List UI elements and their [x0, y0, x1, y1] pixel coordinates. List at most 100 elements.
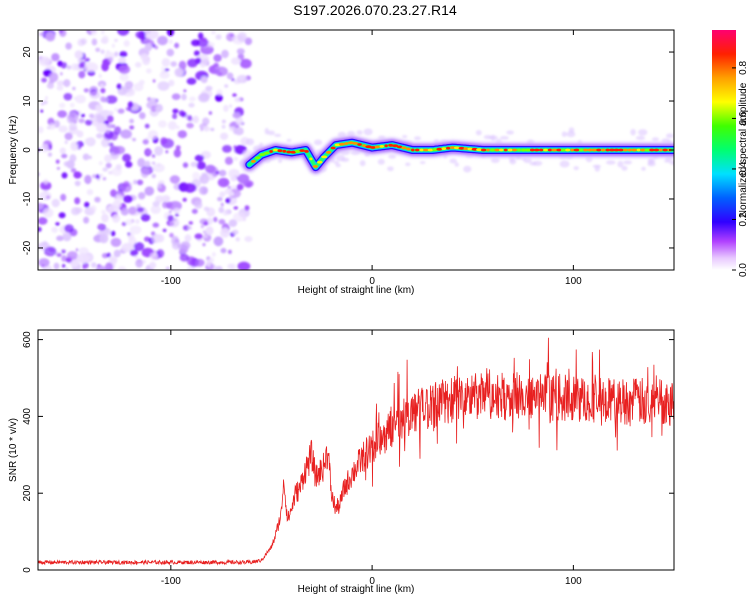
faint-speck: [313, 139, 323, 146]
signal-hotspot: [556, 148, 562, 152]
noise-speck: [234, 97, 241, 103]
signal-hotspot: [330, 146, 336, 150]
noise-speck: [133, 179, 138, 185]
signal-hotspot: [570, 148, 575, 152]
noise-speck: [61, 153, 68, 159]
signal-hotspot: [254, 156, 261, 160]
faint-speck: [647, 158, 656, 164]
noise-speck: [167, 215, 174, 222]
signal-hotspot: [384, 144, 388, 148]
noise-speck: [119, 51, 128, 58]
noise-speck: [232, 93, 237, 97]
y-tick-label: 10: [22, 95, 33, 107]
noise-speck: [137, 157, 146, 168]
noise-speck: [83, 88, 89, 93]
signal-hotspot: [489, 148, 496, 152]
noise-speck: [202, 243, 206, 247]
faint-speck: [617, 160, 624, 168]
noise-speck: [173, 207, 181, 214]
noise-speck: [69, 102, 75, 108]
noise-speck: [222, 145, 232, 153]
noise-speck: [56, 166, 61, 170]
noise-speck: [157, 183, 162, 188]
signal-hotspot: [596, 148, 602, 152]
snr-y-axis-label: SNR (10 * v/v): [8, 418, 19, 482]
noise-speckle: [38, 30, 254, 270]
noise-speck: [129, 118, 135, 124]
noise-speck: [95, 265, 107, 270]
noise-speck: [186, 77, 197, 85]
noise-speck: [59, 30, 67, 37]
faint-speck: [402, 135, 408, 139]
noise-speck: [187, 58, 198, 68]
noise-speck: [78, 247, 89, 256]
faint-speck: [568, 127, 575, 134]
noise-speck: [38, 217, 48, 225]
noise-speck: [63, 79, 71, 88]
noise-speck: [66, 160, 75, 169]
faint-speck: [666, 133, 674, 139]
signal-hotspot: [644, 148, 651, 152]
noise-speck: [40, 143, 50, 153]
signal-hotspot: [591, 148, 598, 152]
signal-hotspot: [396, 145, 403, 149]
signal-hotspot: [486, 148, 490, 152]
faint-speck: [605, 160, 616, 165]
noise-speck: [80, 38, 87, 45]
noise-speck: [192, 171, 200, 181]
noise-speck: [38, 202, 43, 209]
noise-speck: [215, 94, 223, 102]
signal-hotspot: [623, 148, 628, 152]
signal-hotspot: [480, 148, 487, 152]
noise-speck: [61, 255, 67, 262]
noise-speck: [60, 72, 63, 76]
noise-speck: [101, 30, 105, 35]
noise-speck: [232, 212, 246, 222]
noise-speck: [152, 222, 160, 228]
noise-speck: [211, 252, 216, 257]
noise-speck: [39, 32, 45, 36]
noise-speck: [165, 150, 169, 154]
noise-speck: [188, 102, 195, 108]
noise-speck: [207, 263, 217, 270]
noise-speck: [53, 262, 60, 270]
noise-speck: [117, 266, 127, 270]
signal-hotspot: [530, 148, 535, 152]
noise-speck: [104, 154, 112, 163]
signal-hotspot: [309, 157, 313, 161]
noise-speck: [144, 30, 151, 34]
noise-speck: [114, 126, 122, 136]
noise-speck: [65, 42, 72, 50]
spectrogram-x-axis-label: Height of straight line (km): [298, 285, 415, 296]
noise-speck: [203, 221, 209, 226]
signal-hotspot: [547, 148, 553, 152]
noise-speck: [158, 120, 167, 128]
noise-speck: [152, 163, 165, 173]
noise-speck: [101, 62, 109, 72]
noise-speck: [237, 173, 250, 184]
signal-hotspot: [369, 146, 376, 149]
noise-speck: [208, 257, 215, 263]
noise-speck: [80, 113, 85, 118]
y-tick-label: 200: [22, 484, 33, 501]
noise-speck: [123, 181, 130, 187]
noise-speck: [188, 221, 193, 225]
signal-hotspot: [618, 148, 624, 152]
faint-speck: [529, 161, 537, 166]
noise-speck: [108, 255, 118, 264]
noise-speck: [201, 58, 210, 65]
noise-speck: [74, 180, 81, 187]
noise-speck: [114, 38, 118, 43]
noise-speck: [57, 110, 67, 118]
noise-speck: [114, 107, 118, 112]
noise-speck: [100, 49, 105, 55]
noise-speck: [136, 179, 144, 186]
noise-speck: [68, 123, 78, 131]
noise-speck: [74, 207, 83, 214]
noise-speck: [164, 68, 170, 72]
noise-speck: [38, 226, 42, 232]
signal-hotspot: [406, 147, 411, 151]
noise-speck: [104, 262, 114, 270]
noise-speck: [127, 101, 134, 108]
